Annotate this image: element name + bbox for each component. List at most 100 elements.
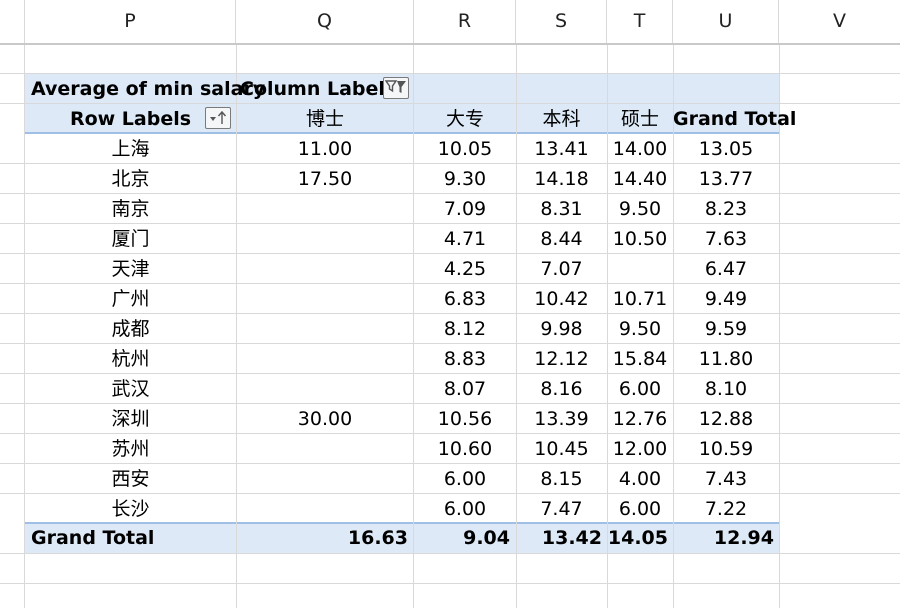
column-header-cell[interactable]: 博士 [305,108,344,130]
row-label[interactable]: 长沙 [111,498,150,520]
value-cell[interactable]: 10.42 [534,288,589,310]
value-cell[interactable]: 4.25 [443,258,487,280]
value-cell[interactable] [236,224,414,254]
value-cell[interactable]: 7.09 [443,198,487,220]
column-header-s[interactable]: S [516,0,607,43]
value-cell[interactable]: 6.00 [618,378,662,400]
row-label[interactable]: 广州 [111,288,150,310]
value-cell[interactable]: 13.05 [698,138,754,160]
value-cell[interactable]: 12.00 [612,438,668,460]
value-cell[interactable] [236,344,414,374]
value-cell[interactable]: 9.30 [443,168,487,190]
value-cell[interactable]: 6.00 [618,498,662,520]
column-labels-header[interactable]: Column Labels [240,78,397,100]
grand-total-label[interactable]: Grand Total [31,527,155,549]
row-label[interactable]: 北京 [111,168,150,190]
value-cell[interactable] [236,254,414,284]
value-cell[interactable]: 8.31 [540,198,583,220]
value-cell[interactable]: 10.71 [612,288,668,310]
value-cell[interactable] [236,314,414,344]
column-header-u[interactable]: U [673,0,779,43]
value-cell[interactable]: 8.44 [540,228,583,250]
value-cell[interactable]: 7.07 [540,258,583,280]
row-label[interactable]: 西安 [111,468,150,490]
value-cell[interactable]: 10.50 [612,228,668,250]
value-cell[interactable]: 8.83 [443,348,487,370]
value-cell[interactable]: 12.76 [612,408,668,430]
value-cell[interactable]: 11.80 [698,348,754,370]
row-label[interactable]: 苏州 [111,438,150,460]
row-label[interactable]: 杭州 [111,348,150,370]
value-cell[interactable]: 7.22 [704,498,748,520]
row-label[interactable]: 成都 [111,318,150,340]
value-cell[interactable] [236,494,414,524]
value-cell[interactable]: 4.71 [443,228,487,250]
grand-total-value[interactable]: 14.05 [607,527,668,549]
value-cell[interactable]: 9.98 [540,318,583,340]
value-cell[interactable]: 13.77 [698,168,754,190]
value-cell[interactable]: 6.83 [443,288,487,310]
value-cell[interactable]: 9.59 [704,318,748,340]
row-label[interactable]: 深圳 [111,408,150,430]
value-cell[interactable] [236,434,414,464]
value-cell[interactable] [236,194,414,224]
value-cell[interactable]: 6.00 [443,468,487,490]
value-cell[interactable]: 6.47 [704,258,748,280]
value-cell[interactable]: 10.05 [437,138,493,160]
value-cell[interactable] [236,284,414,314]
grand-total-header[interactable]: Grand Total [673,108,797,130]
column-header-t[interactable]: T [607,0,673,43]
row-label[interactable]: 南京 [111,198,150,220]
column-header-p[interactable]: P [25,0,236,43]
row-label[interactable]: 天津 [111,258,150,280]
corner-cell[interactable] [0,0,25,43]
value-cell[interactable]: 11.00 [297,138,353,160]
value-cell[interactable]: 13.41 [534,138,589,160]
value-cell[interactable] [607,254,673,284]
value-cell[interactable]: 10.59 [698,438,754,460]
value-cell[interactable]: 17.50 [297,168,353,190]
value-cell[interactable]: 30.00 [297,408,353,430]
value-cell[interactable]: 9.50 [618,318,662,340]
value-cell[interactable]: 9.50 [618,198,662,220]
pivot-title[interactable]: Average of min salary [31,78,266,100]
value-cell[interactable]: 14.40 [612,168,668,190]
value-cell[interactable]: 8.12 [443,318,487,340]
value-cell[interactable]: 8.23 [704,198,748,220]
row-labels-header[interactable]: Row Labels [25,104,236,134]
column-header-q[interactable]: Q [236,0,414,43]
value-cell[interactable]: 8.10 [704,378,748,400]
filter-funnel-icon[interactable] [383,77,409,99]
value-cell[interactable]: 8.07 [443,378,487,400]
row-label[interactable]: 上海 [111,138,150,160]
grand-total-value[interactable]: 13.42 [541,527,602,549]
grand-total-value[interactable]: 9.04 [463,527,510,549]
column-header-cell[interactable]: 本科 [542,108,581,130]
value-cell[interactable]: 10.60 [437,438,493,460]
column-header-r[interactable]: R [414,0,516,43]
value-cell[interactable]: 12.88 [698,408,754,430]
grand-total-value[interactable]: 12.94 [713,527,774,549]
value-cell[interactable]: 7.47 [540,498,583,520]
value-cell[interactable]: 15.84 [612,348,668,370]
value-cell[interactable]: 8.15 [540,468,583,490]
dropdown-sort-ascending-icon[interactable] [205,107,231,129]
value-cell[interactable]: 14.18 [534,168,589,190]
value-cell[interactable] [236,374,414,404]
column-header-v[interactable]: V [833,10,846,32]
value-cell[interactable]: 14.00 [612,138,668,160]
value-cell[interactable]: 7.63 [704,228,748,250]
column-header-cell[interactable]: 大专 [445,108,484,130]
column-header-cell[interactable]: 硕士 [620,108,659,130]
value-cell[interactable]: 8.16 [540,378,583,400]
row-label[interactable]: 厦门 [111,228,150,250]
value-cell[interactable]: 9.49 [704,288,748,310]
value-cell[interactable]: 6.00 [443,498,487,520]
value-cell[interactable]: 4.00 [618,468,662,490]
row-label[interactable]: 武汉 [111,378,150,400]
value-cell[interactable] [236,464,414,494]
value-cell[interactable]: 12.12 [534,348,589,370]
value-cell[interactable]: 10.56 [437,408,493,430]
value-cell[interactable]: 10.45 [534,438,589,460]
grand-total-value[interactable]: 16.63 [347,527,408,549]
